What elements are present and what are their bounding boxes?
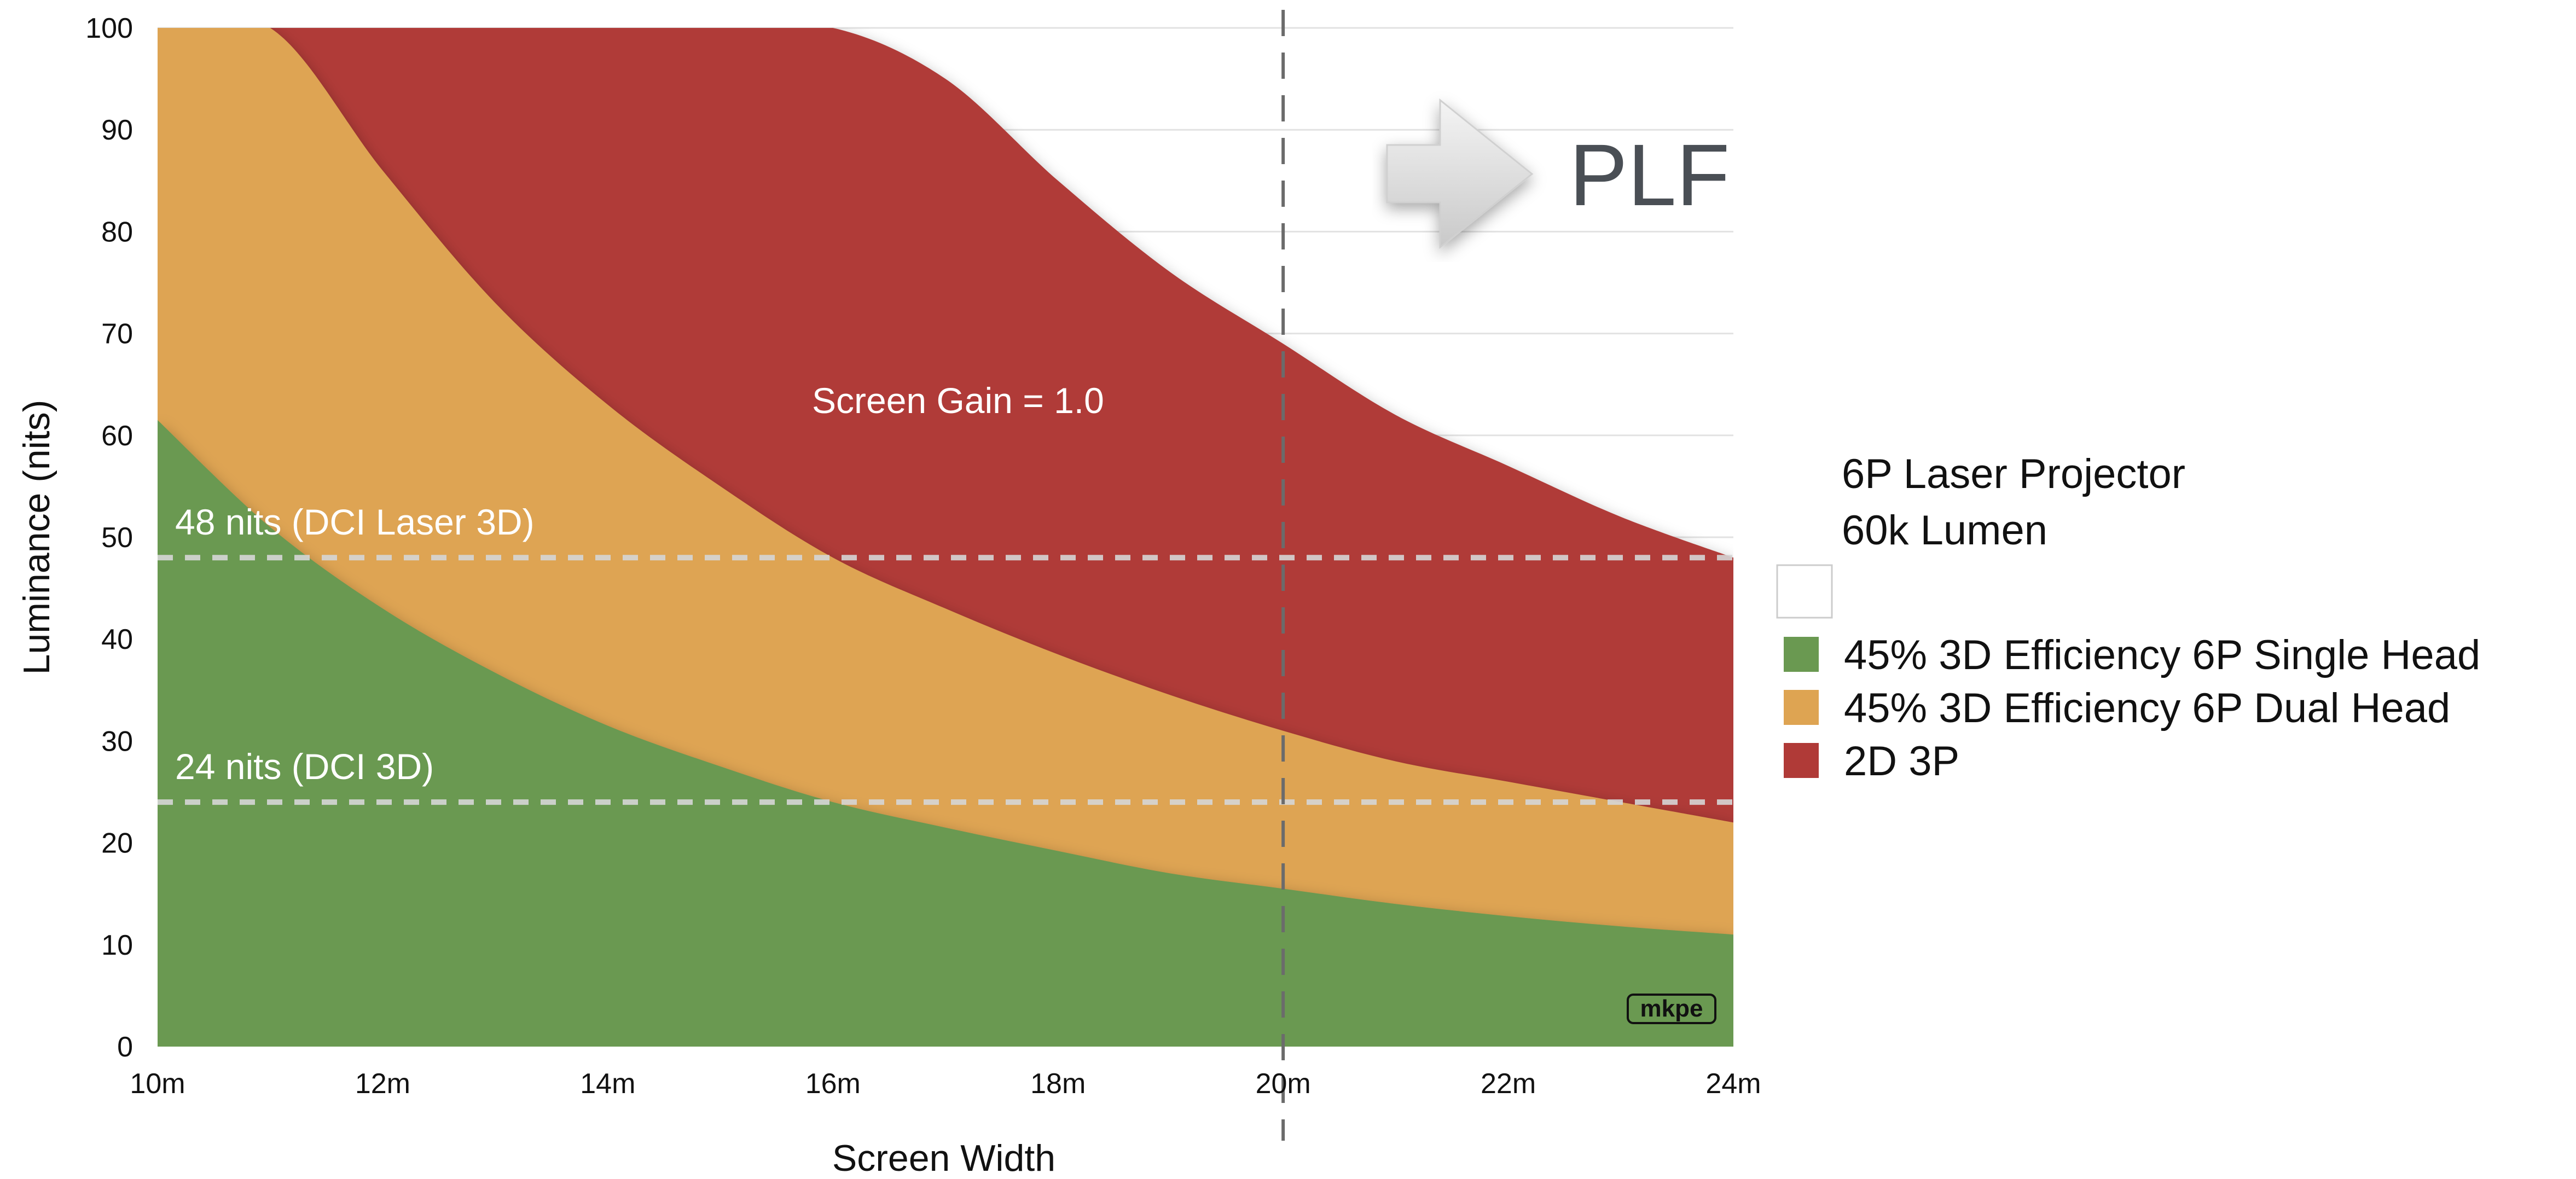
- area-series-group: [158, 28, 1733, 1047]
- x-tick-label: 12m: [355, 1068, 410, 1100]
- legend: 6P Laser Projector 60k Lumen 45% 3D Effi…: [1776, 451, 2480, 785]
- y-tick-label: 90: [101, 114, 133, 146]
- y-tick-label: 10: [101, 930, 133, 961]
- x-tick-label: 24m: [1705, 1068, 1761, 1100]
- plf-label: PLF: [1569, 126, 1730, 224]
- reference-lines: 48 nits (DCI Laser 3D) 24 nits (DCI 3D): [158, 502, 1733, 805]
- y-tick-label: 20: [101, 828, 133, 859]
- reference-line-label-48: 48 nits (DCI Laser 3D): [175, 502, 535, 542]
- x-axis: 10m 12m 14m 16m 18m 20m 22m 24m: [130, 1068, 1761, 1100]
- legend-swatch: [1784, 637, 1819, 672]
- x-tick-label: 22m: [1481, 1068, 1536, 1100]
- screen-gain-annotation: Screen Gain = 1.0: [812, 380, 1104, 421]
- x-axis-title: Screen Width: [832, 1137, 1055, 1179]
- x-tick-label: 20m: [1256, 1068, 1311, 1100]
- y-tick-label: 70: [101, 318, 133, 350]
- legend-swatch: [1784, 690, 1819, 725]
- legend-label: 2D 3P: [1844, 738, 1959, 785]
- legend-blank-swatch: [1776, 564, 1833, 619]
- x-tick-label: 14m: [580, 1068, 635, 1100]
- reference-line-label-24: 24 nits (DCI 3D): [175, 746, 434, 787]
- arrow-right-icon: [1386, 98, 1534, 249]
- legend-swatch: [1784, 743, 1819, 778]
- svg-text:mkpe: mkpe: [1640, 995, 1703, 1022]
- y-axis-title: Luminance (nits): [16, 400, 57, 675]
- legend-title-line-2: 60k Lumen: [1842, 507, 2047, 554]
- y-tick-label: 30: [101, 725, 133, 757]
- legend-title-line-1: 6P Laser Projector: [1842, 451, 2185, 497]
- y-tick-label: 50: [101, 522, 133, 554]
- legend-label: 45% 3D Efficiency 6P Dual Head: [1844, 685, 2450, 731]
- mkpe-watermark: mkpe: [1627, 994, 1716, 1024]
- y-tick-label: 0: [117, 1031, 133, 1063]
- legend-label: 45% 3D Efficiency 6P Single Head: [1844, 632, 2480, 678]
- y-tick-label: 40: [101, 624, 133, 655]
- y-tick-label: 60: [101, 420, 133, 452]
- x-tick-label: 18m: [1030, 1068, 1086, 1100]
- x-tick-label: 16m: [805, 1068, 861, 1100]
- y-tick-label: 80: [101, 216, 133, 248]
- y-tick-label: 100: [85, 13, 133, 44]
- y-axis: 0 10 20 30 40 50 60 70 80 90 100: [85, 13, 133, 1063]
- plf-callout: PLF: [1386, 98, 1730, 249]
- x-tick-label: 10m: [130, 1068, 185, 1100]
- area-series-2: [158, 420, 1733, 1047]
